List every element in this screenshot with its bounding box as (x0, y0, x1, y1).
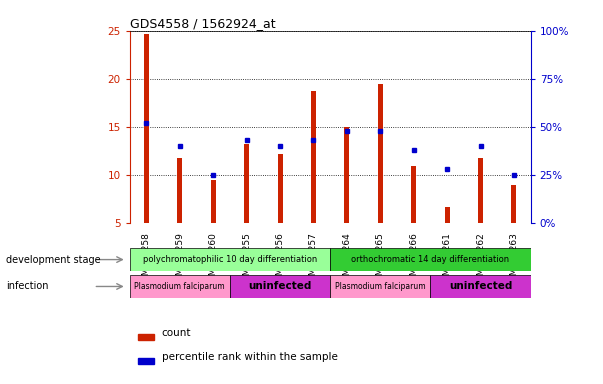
Text: count: count (162, 328, 191, 338)
Bar (377, 84, 383, 223)
Text: uninfected: uninfected (248, 281, 312, 291)
Text: orthochromatic 14 day differentiation: orthochromatic 14 day differentiation (352, 255, 510, 264)
Bar (411, 166, 416, 223)
Bar (177, 159, 182, 223)
FancyBboxPatch shape (330, 275, 431, 298)
Bar (137, 358, 154, 364)
FancyBboxPatch shape (130, 248, 330, 271)
Text: infection: infection (6, 281, 48, 291)
Bar (511, 185, 516, 223)
Text: polychromatophilic 10 day differentiation: polychromatophilic 10 day differentiatio… (143, 255, 317, 264)
FancyBboxPatch shape (330, 248, 531, 271)
Bar (137, 334, 154, 340)
FancyBboxPatch shape (130, 275, 230, 298)
Text: Plasmodium falciparum: Plasmodium falciparum (335, 282, 426, 291)
Text: percentile rank within the sample: percentile rank within the sample (162, 352, 338, 362)
Bar (244, 144, 249, 223)
Bar (344, 127, 349, 223)
Bar (478, 159, 483, 223)
Text: Plasmodium falciparum: Plasmodium falciparum (134, 282, 225, 291)
FancyBboxPatch shape (230, 275, 330, 298)
FancyBboxPatch shape (431, 275, 531, 298)
Text: development stage: development stage (6, 255, 101, 265)
Text: uninfected: uninfected (449, 281, 512, 291)
Bar (277, 154, 283, 223)
Text: GDS4558 / 1562924_at: GDS4558 / 1562924_at (130, 17, 276, 30)
Bar (210, 180, 216, 223)
Bar (444, 207, 450, 223)
Bar (311, 91, 316, 223)
Bar (144, 34, 149, 223)
